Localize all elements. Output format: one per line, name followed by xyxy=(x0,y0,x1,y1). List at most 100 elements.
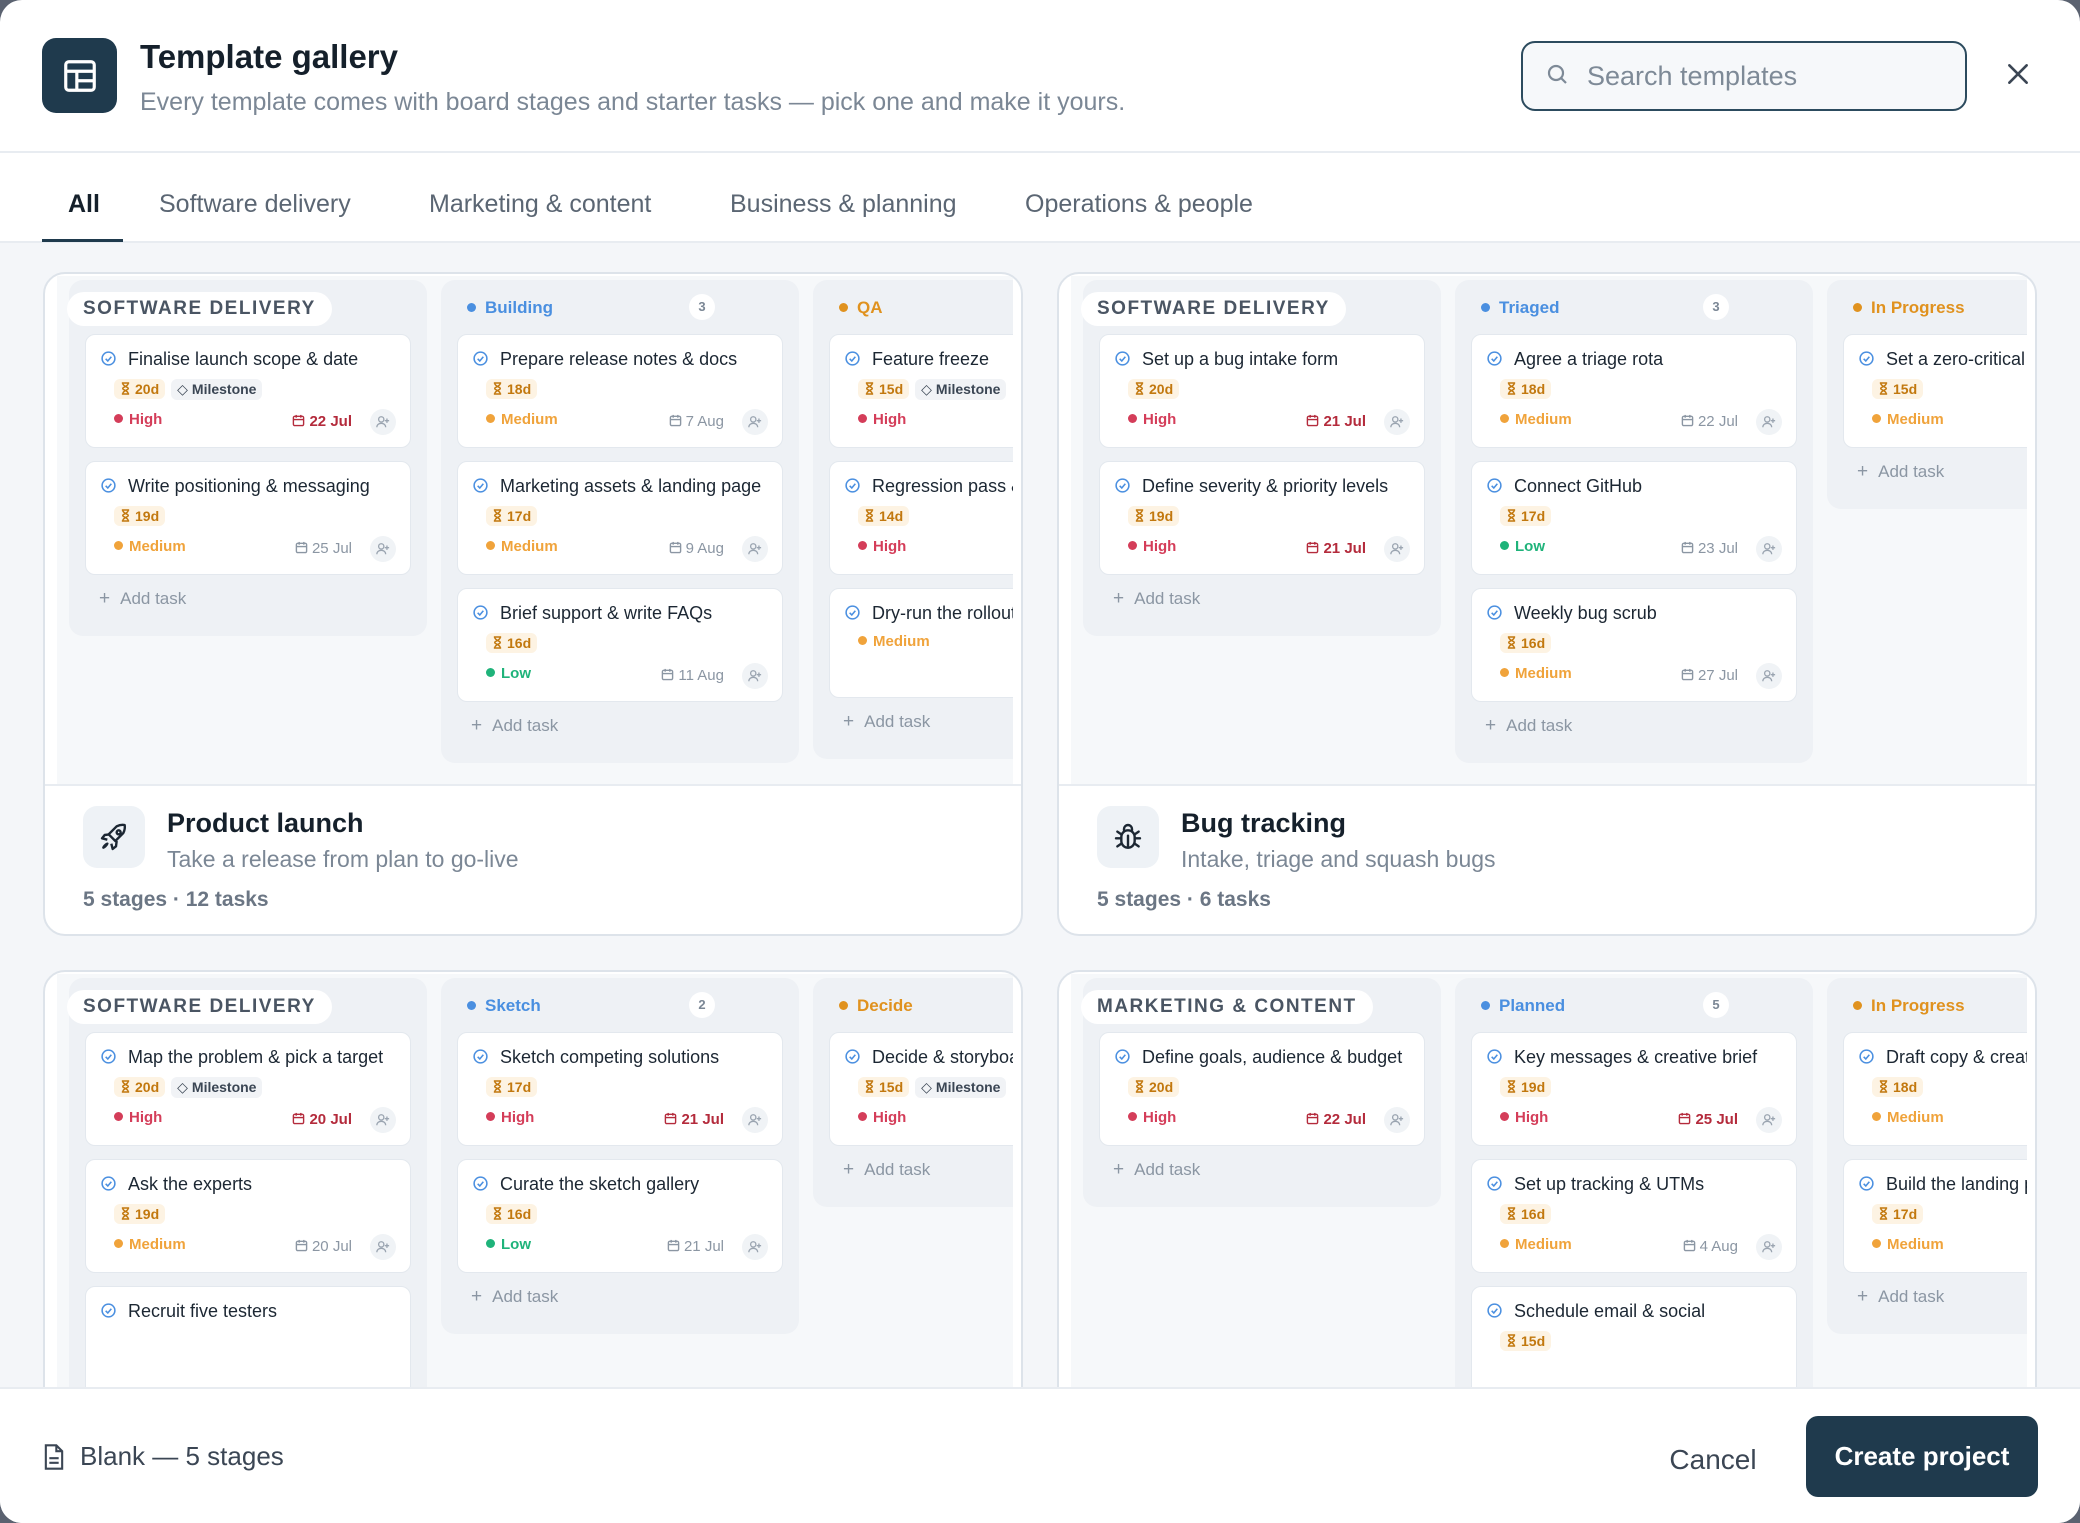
task-card[interactable]: Connect GitHub 17d Low 23 Jul xyxy=(1471,461,1797,575)
task-card[interactable]: Build the landing pa 17d Medium xyxy=(1843,1159,2027,1273)
due-date-value: 21 Jul xyxy=(1323,540,1366,557)
task-title: Ask the experts xyxy=(100,1172,396,1196)
task-title: Recruit five testers xyxy=(100,1299,396,1323)
task-card[interactable]: Finalise launch scope & date 20d ◇ Mileston… xyxy=(85,334,411,448)
task-card[interactable]: Set a zero-critical g 15d Medium xyxy=(1843,334,2027,448)
column-status-dot xyxy=(839,1001,848,1010)
add-task-button[interactable]: + Add task xyxy=(1857,1286,2027,1312)
assign-user-icon[interactable] xyxy=(370,536,396,562)
add-task-label: Add task xyxy=(1878,1287,1945,1306)
assign-user-icon[interactable] xyxy=(1756,1107,1782,1133)
priority-label: Medium xyxy=(858,633,930,650)
tab-marketing-content[interactable]: Marketing & content xyxy=(429,190,652,218)
duration-chip: 15d xyxy=(1500,1331,1552,1351)
task-card[interactable]: Sketch competing solutions 17d High 21 Jul xyxy=(457,1032,783,1146)
task-card[interactable]: Set up tracking & UTMs 16d Medium 4 Aug xyxy=(1471,1159,1797,1273)
task-chips: 17d xyxy=(1486,506,1782,530)
duration-chip: 19d xyxy=(1128,506,1180,526)
add-task-button[interactable]: + Add task xyxy=(843,711,1013,737)
priority-value: High xyxy=(873,411,907,428)
task-chips: 20d xyxy=(1114,379,1410,403)
assign-user-icon[interactable] xyxy=(1384,536,1410,562)
assign-user-icon[interactable] xyxy=(370,1234,396,1260)
add-task-button[interactable]: + Add task xyxy=(1485,715,1813,741)
task-card[interactable]: Weekly bug scrub 16d Medium 27 Jul xyxy=(1471,588,1797,702)
assign-user-icon[interactable] xyxy=(742,536,768,562)
template-card-product-launch[interactable]: SOFTWARE DELIVERY Finalise launch scope &… xyxy=(43,272,1023,936)
search-input[interactable] xyxy=(1587,60,1947,92)
task-chips: 17d xyxy=(472,1077,768,1101)
task-title: Finalise launch scope & date xyxy=(100,347,396,371)
add-task-button[interactable]: + Add task xyxy=(1857,461,2027,487)
task-title-text: Define severity & priority levels xyxy=(1142,476,1389,496)
assign-user-icon[interactable] xyxy=(370,1107,396,1133)
task-card[interactable]: Map the problem & pick a target 20d ◇ Miles… xyxy=(85,1032,411,1146)
task-card[interactable]: Set up a bug intake form 20d High 21 Jul xyxy=(1099,334,1425,448)
task-card[interactable]: Curate the sketch gallery 16d Low 21 Jul xyxy=(457,1159,783,1273)
assign-user-icon[interactable] xyxy=(742,1107,768,1133)
add-task-button[interactable]: + Add task xyxy=(843,1159,1013,1185)
priority-dot xyxy=(114,1112,123,1121)
task-chips: 15d ◇ Milestone xyxy=(844,379,1013,403)
task-title: Schedule email & social xyxy=(1486,1299,1782,1323)
task-card[interactable]: Brief support & write FAQs 16d Low 11 Aug xyxy=(457,588,783,702)
close-icon[interactable] xyxy=(1998,54,2038,94)
template-card-bug-tracking[interactable]: SOFTWARE DELIVERY Set up a bug intake for… xyxy=(1057,272,2037,936)
task-title: Define severity & priority levels xyxy=(1114,474,1410,498)
task-title: Marketing assets & landing page xyxy=(472,474,768,498)
assign-user-icon[interactable] xyxy=(1756,536,1782,562)
assign-user-icon[interactable] xyxy=(1384,1107,1410,1133)
task-title: Set a zero-critical g xyxy=(1858,347,2027,371)
due-date: 11 Aug xyxy=(661,667,724,684)
assign-user-icon[interactable] xyxy=(742,663,768,689)
task-card[interactable]: Feature freeze 15d ◇ Milestone High xyxy=(829,334,1013,448)
task-chips: 15d ◇ Milestone xyxy=(844,1077,1013,1101)
add-task-button[interactable]: + Add task xyxy=(471,1286,799,1312)
task-card[interactable]: Dry-run the rollout Medium xyxy=(829,588,1013,698)
tab-operations-people[interactable]: Operations & people xyxy=(1025,190,1253,218)
duration-chip: 17d xyxy=(486,1077,538,1097)
add-task-button[interactable]: + Add task xyxy=(99,588,427,614)
page-title: Template gallery xyxy=(140,38,398,75)
assign-user-icon[interactable] xyxy=(1384,409,1410,435)
tab-software-delivery[interactable]: Software delivery xyxy=(159,190,351,218)
tab-business-planning[interactable]: Business & planning xyxy=(730,190,957,218)
template-card-design-sprint[interactable]: SOFTWARE DELIVERY Map the problem & pick … xyxy=(43,970,1023,1387)
task-card[interactable]: Ask the experts 19d Medium 20 Jul xyxy=(85,1159,411,1273)
add-task-button[interactable]: + Add task xyxy=(1113,588,1441,614)
add-task-button[interactable]: + Add task xyxy=(471,715,799,741)
task-card[interactable]: Agree a triage rota 18d Medium 22 Jul xyxy=(1471,334,1797,448)
create-project-button[interactable]: Create project xyxy=(1806,1416,2038,1497)
column-header: Triaged 3 xyxy=(1455,280,1813,334)
task-footer: Low 23 Jul xyxy=(1486,536,1782,564)
blank-template-option[interactable]: Blank — 5 stages xyxy=(42,1441,284,1472)
task-card[interactable]: Regression pass & 14d High xyxy=(829,461,1013,575)
assign-user-icon[interactable] xyxy=(742,409,768,435)
assign-user-icon[interactable] xyxy=(1756,409,1782,435)
task-card[interactable]: Define goals, audience & budget 20d High 22… xyxy=(1099,1032,1425,1146)
template-card-campaign[interactable]: MARKETING & CONTENT Define goals, audienc… xyxy=(1057,970,2037,1387)
tab-all[interactable]: All xyxy=(68,190,100,218)
search-box[interactable] xyxy=(1521,41,1967,111)
add-task-button[interactable]: + Add task xyxy=(1113,1159,1441,1185)
column-title: In Progress xyxy=(1871,996,1965,1015)
cancel-button[interactable]: Cancel xyxy=(1669,1444,1757,1475)
task-card[interactable]: Prepare release notes & docs 18d Medium 7 A… xyxy=(457,334,783,448)
assign-user-icon[interactable] xyxy=(742,1234,768,1260)
due-date: 20 Jul xyxy=(295,1238,352,1255)
assign-user-icon[interactable] xyxy=(370,409,396,435)
task-card[interactable]: Marketing assets & landing page 17d Medium… xyxy=(457,461,783,575)
priority-label: Medium xyxy=(114,538,186,555)
assign-user-icon[interactable] xyxy=(1756,663,1782,689)
assign-user-icon[interactable] xyxy=(1756,1234,1782,1260)
task-title-text: Brief support & write FAQs xyxy=(500,603,713,623)
task-card[interactable]: Decide & storyboar 15d ◇ Milestone High xyxy=(829,1032,1013,1146)
task-card[interactable]: Key messages & creative brief 19d High 25 J… xyxy=(1471,1032,1797,1146)
task-card[interactable]: Write positioning & messaging 19d Medium 25… xyxy=(85,461,411,575)
duration-chip: 18d xyxy=(486,379,538,399)
task-card[interactable]: Recruit five testers xyxy=(85,1286,411,1387)
task-card[interactable]: Define severity & priority levels 19d High… xyxy=(1099,461,1425,575)
due-date: 9 Aug xyxy=(669,540,724,557)
task-card[interactable]: Draft copy & creati 18d Medium xyxy=(1843,1032,2027,1146)
task-card[interactable]: Schedule email & social 15d xyxy=(1471,1286,1797,1387)
